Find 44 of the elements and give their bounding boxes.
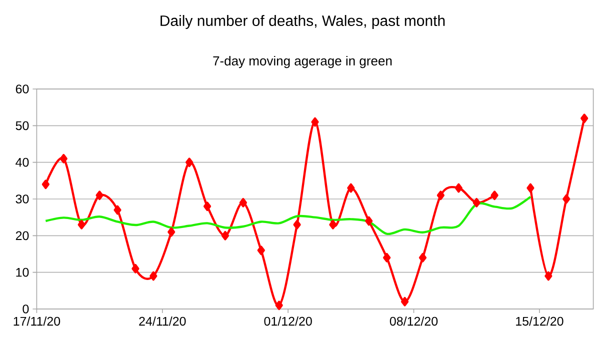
point [472,198,480,208]
point [562,194,570,204]
point [203,202,212,212]
point [347,183,355,193]
point [42,180,50,190]
point [60,154,68,164]
point [293,220,301,230]
y-tick-label: 0 [22,304,29,314]
y-tick-label: 20 [16,231,29,240]
x-tick-label: 15/12/20 [516,316,564,326]
point [186,158,194,168]
point [168,227,176,237]
point [490,190,498,200]
y-tick-label: 40 [16,158,29,167]
point [544,271,552,281]
point [257,246,265,256]
point [311,117,319,127]
x-tick-label: 08/12/20 [390,316,438,326]
point [580,114,588,124]
point [239,198,247,208]
y-tick-label: 10 [16,268,29,277]
point [400,296,409,306]
point [383,252,391,262]
point [329,220,337,230]
chart-title: Daily number of deaths, Wales, past month [160,15,445,29]
x-tick-label: 01/12/20 [264,316,312,326]
point [221,230,230,240]
point [526,183,534,193]
chart-subtitle: 7-day moving agerage in green [213,56,392,68]
point [454,183,462,193]
point [365,216,373,226]
point [78,220,86,230]
y-tick-label: 50 [16,121,29,130]
point [436,190,444,200]
point [418,252,427,262]
x-tick-label: 24/11/20 [139,316,186,326]
point [275,300,283,310]
y-tick-label: 30 [16,194,29,204]
point [114,205,122,215]
point [150,271,158,281]
point [96,190,104,200]
x-tick-label: 17/11/20 [14,316,60,326]
y-tick-label: 60 [16,84,29,94]
point [132,264,140,274]
